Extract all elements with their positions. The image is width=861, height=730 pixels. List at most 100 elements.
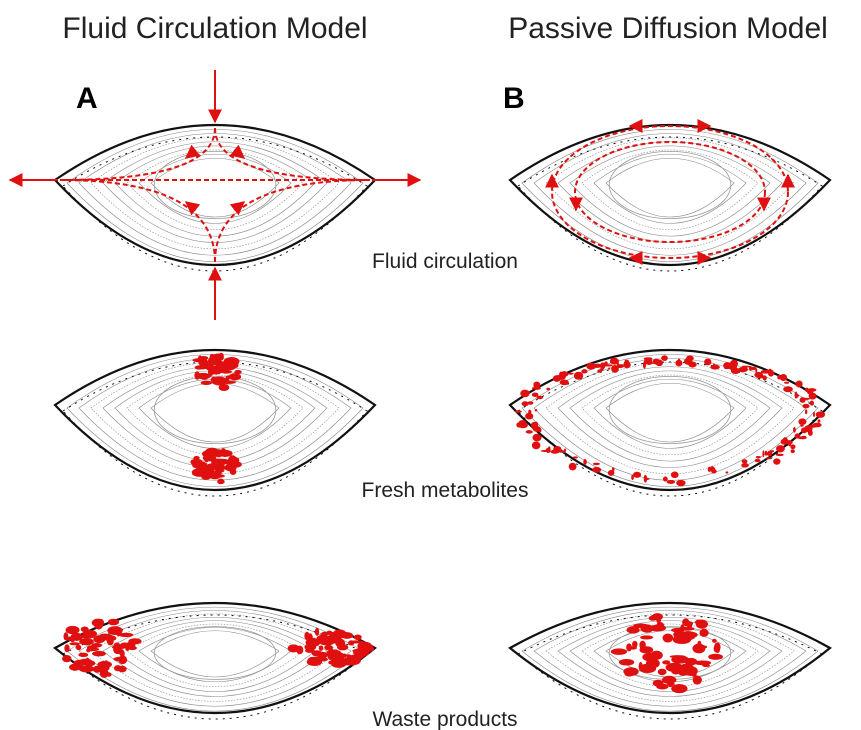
metabolite — [574, 372, 583, 380]
metabolite — [699, 629, 708, 637]
metabolite — [695, 620, 700, 625]
lens-drawings — [10, 70, 830, 719]
metabolite — [784, 382, 789, 384]
metabolite — [714, 645, 720, 653]
metabolite — [723, 362, 731, 369]
metabolite — [632, 641, 638, 648]
metabolite — [673, 472, 678, 476]
metabolite — [713, 363, 716, 369]
metabolite — [650, 651, 663, 660]
metabolite — [536, 396, 543, 399]
lens-fiber — [127, 150, 303, 230]
metabolite — [773, 458, 780, 464]
metabolite — [64, 644, 69, 652]
metabolite — [534, 382, 538, 384]
metabolite — [230, 469, 237, 475]
lens-fiber — [558, 142, 782, 243]
metabolite — [807, 389, 813, 395]
metabolite — [201, 381, 212, 385]
metabolite — [546, 448, 551, 453]
metabolite — [192, 358, 207, 362]
metabolite — [805, 409, 807, 414]
metabolite — [330, 652, 345, 660]
metabolite — [795, 392, 798, 399]
metabolite — [763, 375, 767, 380]
metabolite — [749, 366, 752, 371]
metabolite — [816, 411, 825, 418]
metabolite — [802, 404, 809, 409]
figure: Fluid Circulation Model Passive Diffusio… — [0, 0, 861, 730]
lens-fiber — [151, 158, 279, 217]
metabolite — [203, 454, 217, 461]
metabolite — [357, 642, 371, 651]
metabolite — [788, 443, 791, 447]
metabolite — [756, 456, 761, 458]
flow-path — [60, 180, 215, 262]
metabolite — [766, 457, 772, 459]
lens-fiber — [127, 624, 303, 687]
metabolite — [337, 644, 348, 650]
metabolite — [211, 377, 227, 386]
metabolite — [219, 466, 228, 469]
metabolite — [305, 648, 315, 653]
metabolite — [514, 410, 521, 413]
metabolite — [326, 631, 332, 635]
metabolite — [581, 369, 587, 373]
metabolite — [78, 653, 88, 657]
metabolite — [533, 426, 541, 432]
metabolite — [661, 355, 668, 361]
metabolite — [600, 362, 605, 369]
metabolite — [790, 444, 795, 449]
metabolite — [532, 434, 541, 442]
column-title: Passive Diffusion Model — [508, 12, 828, 45]
metabolite — [808, 430, 813, 436]
lens-fiber — [103, 142, 327, 243]
metabolite — [120, 643, 129, 647]
metabolite — [678, 358, 680, 363]
metabolite — [217, 478, 224, 484]
lens-fiber — [139, 627, 291, 682]
metabolite — [550, 450, 559, 454]
metabolite — [328, 638, 344, 644]
metabolite — [546, 388, 550, 391]
metabolite — [761, 370, 771, 374]
metabolite — [711, 469, 717, 474]
flow-path — [215, 180, 370, 262]
metabolite — [610, 358, 619, 365]
metabolite — [354, 635, 362, 640]
lens-fiber — [570, 371, 770, 461]
metabolite — [776, 445, 785, 452]
metabolite — [345, 656, 361, 665]
lens-fiber — [606, 158, 734, 217]
metabolite — [113, 642, 120, 650]
metabolite — [116, 630, 122, 637]
metabolite — [818, 419, 821, 422]
lens-fiber — [582, 375, 758, 455]
metabolite — [99, 634, 114, 640]
metabolite — [92, 651, 106, 657]
metabolite — [791, 449, 795, 453]
metabolite — [776, 454, 784, 457]
metabolite — [800, 397, 806, 403]
flow-head — [234, 202, 244, 210]
metabolite — [783, 437, 788, 445]
metabolite — [66, 626, 80, 634]
metabolite — [532, 387, 541, 390]
metabolite — [316, 652, 327, 659]
metabolite — [315, 628, 319, 636]
metabolite — [731, 368, 740, 374]
metabolite — [694, 660, 711, 665]
metabolite — [569, 463, 577, 471]
metabolite — [592, 467, 601, 473]
metabolite — [568, 373, 574, 375]
metabolite — [612, 467, 615, 471]
metabolite — [522, 401, 529, 406]
metabolite — [597, 370, 600, 373]
metabolite — [625, 672, 634, 676]
metabolite — [683, 671, 693, 675]
metabolite — [99, 619, 104, 626]
metabolite — [684, 358, 692, 365]
metabolite — [656, 360, 663, 367]
metabolite — [316, 635, 328, 642]
metabolite — [528, 410, 531, 415]
